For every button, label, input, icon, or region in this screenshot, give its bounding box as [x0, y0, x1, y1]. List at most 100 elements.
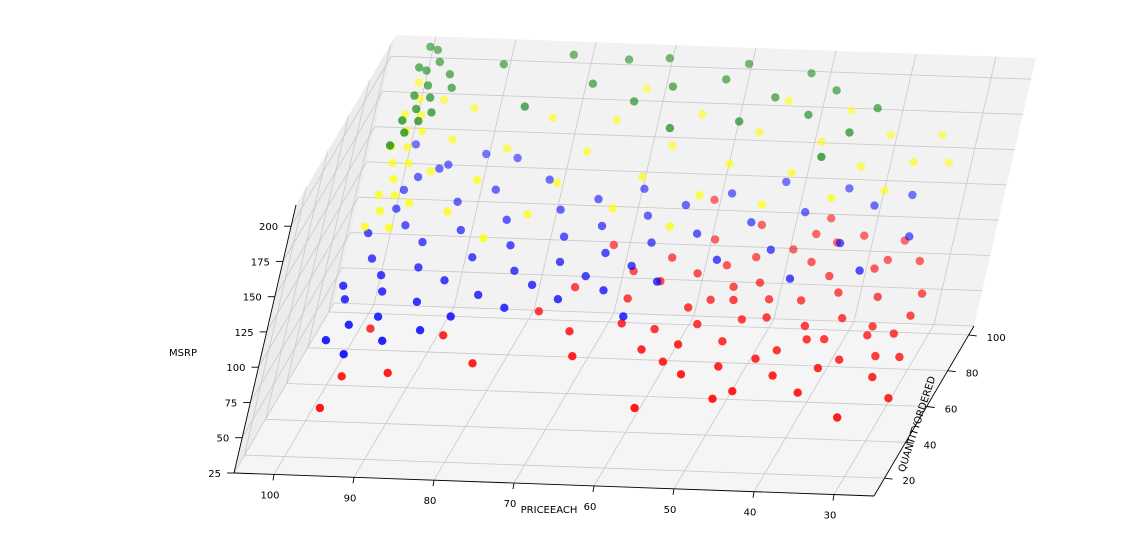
data-point [909, 157, 918, 167]
data-point [718, 337, 727, 346]
data-point [729, 282, 738, 291]
data-point [378, 287, 387, 296]
x-grid-line [373, 36, 437, 305]
x-grid-line [773, 50, 837, 319]
z-grid-line [266, 161, 367, 333]
z-grid-line [333, 302, 975, 327]
data-point [735, 117, 744, 126]
z-tick-label: 25 [208, 469, 221, 480]
data-point [414, 116, 423, 126]
data-point [647, 238, 656, 247]
data-point [812, 229, 821, 239]
data-point [868, 372, 877, 382]
data-point [886, 130, 895, 140]
data-point [624, 55, 634, 64]
data-point [446, 312, 455, 321]
data-point [681, 200, 691, 210]
data-point [807, 69, 816, 78]
x-grid-line [693, 47, 757, 316]
data-point [619, 312, 628, 321]
data-point [889, 329, 898, 338]
data-point [860, 231, 869, 240]
data-point [548, 113, 557, 123]
y-tick-mark [905, 441, 914, 444]
data-point [404, 198, 414, 208]
data-point [714, 362, 723, 371]
data-point [627, 261, 636, 271]
data-point [423, 81, 433, 90]
data-point [727, 189, 737, 198]
data-point [784, 96, 794, 106]
data-point [340, 295, 350, 304]
data-point [415, 326, 425, 335]
data-point [344, 320, 353, 329]
z-axis-line [233, 204, 297, 474]
data-point [468, 253, 477, 262]
y-tick-mark [947, 370, 956, 373]
x-axis-line [233, 472, 875, 497]
data-point [917, 289, 927, 298]
data-point [339, 350, 348, 359]
y-grid-line [307, 347, 948, 372]
x-axis-label: PRICEEACH [521, 505, 578, 516]
x-tick-mark [672, 488, 675, 495]
data-point [838, 314, 847, 323]
data-point [729, 295, 738, 305]
data-point [415, 63, 424, 72]
data-point [820, 335, 829, 344]
data-point [473, 175, 482, 185]
x-grid-line [273, 304, 375, 475]
data-point [796, 296, 806, 305]
data-point [581, 272, 590, 281]
data-point [401, 221, 410, 230]
data-point [339, 281, 348, 290]
data-point [412, 297, 422, 306]
x-grid-line [833, 324, 935, 495]
data-point [710, 235, 720, 244]
data-point [725, 159, 734, 168]
data-point [856, 162, 866, 171]
data-point [383, 368, 392, 378]
data-point [366, 324, 375, 333]
tick-labels: 100 90 80 70 60 50 40 30 20 40 60 80 100 25 50 75 100 125… [208, 222, 1006, 521]
data-point [491, 185, 500, 194]
y-tick-label: 80 [966, 369, 979, 380]
x-grid-line [513, 312, 615, 484]
data-point [752, 253, 761, 262]
data-point [751, 354, 760, 363]
data-point [360, 222, 370, 231]
z-tick-label: 50 [216, 434, 229, 445]
data-point [597, 221, 607, 231]
data-point [825, 271, 834, 281]
data-point [426, 42, 435, 51]
data-point [427, 108, 436, 117]
data-point [744, 59, 754, 69]
data-point [609, 240, 618, 250]
data-point [612, 115, 621, 125]
data-point [413, 172, 423, 182]
z-grid-line [350, 232, 991, 256]
data-point [695, 191, 704, 200]
data-point [410, 91, 419, 100]
z-grid-line [282, 91, 384, 262]
data-point [479, 234, 488, 243]
z-grid-line [241, 267, 343, 438]
data-point [447, 83, 456, 93]
data-point [500, 303, 509, 312]
data-point [710, 195, 719, 204]
y-grid-line [286, 383, 927, 407]
data-point [693, 319, 702, 329]
data-point [601, 248, 610, 258]
data-point [445, 70, 455, 79]
data-point [392, 204, 401, 213]
x-grid-line [933, 56, 997, 325]
data-point [440, 276, 449, 285]
data-point [422, 66, 431, 75]
data-point [553, 178, 562, 188]
data-point [435, 164, 444, 173]
x-tick-label: 80 [424, 496, 437, 507]
data-point [474, 290, 483, 300]
data-point [737, 315, 747, 324]
z-grid-line [391, 55, 1032, 80]
